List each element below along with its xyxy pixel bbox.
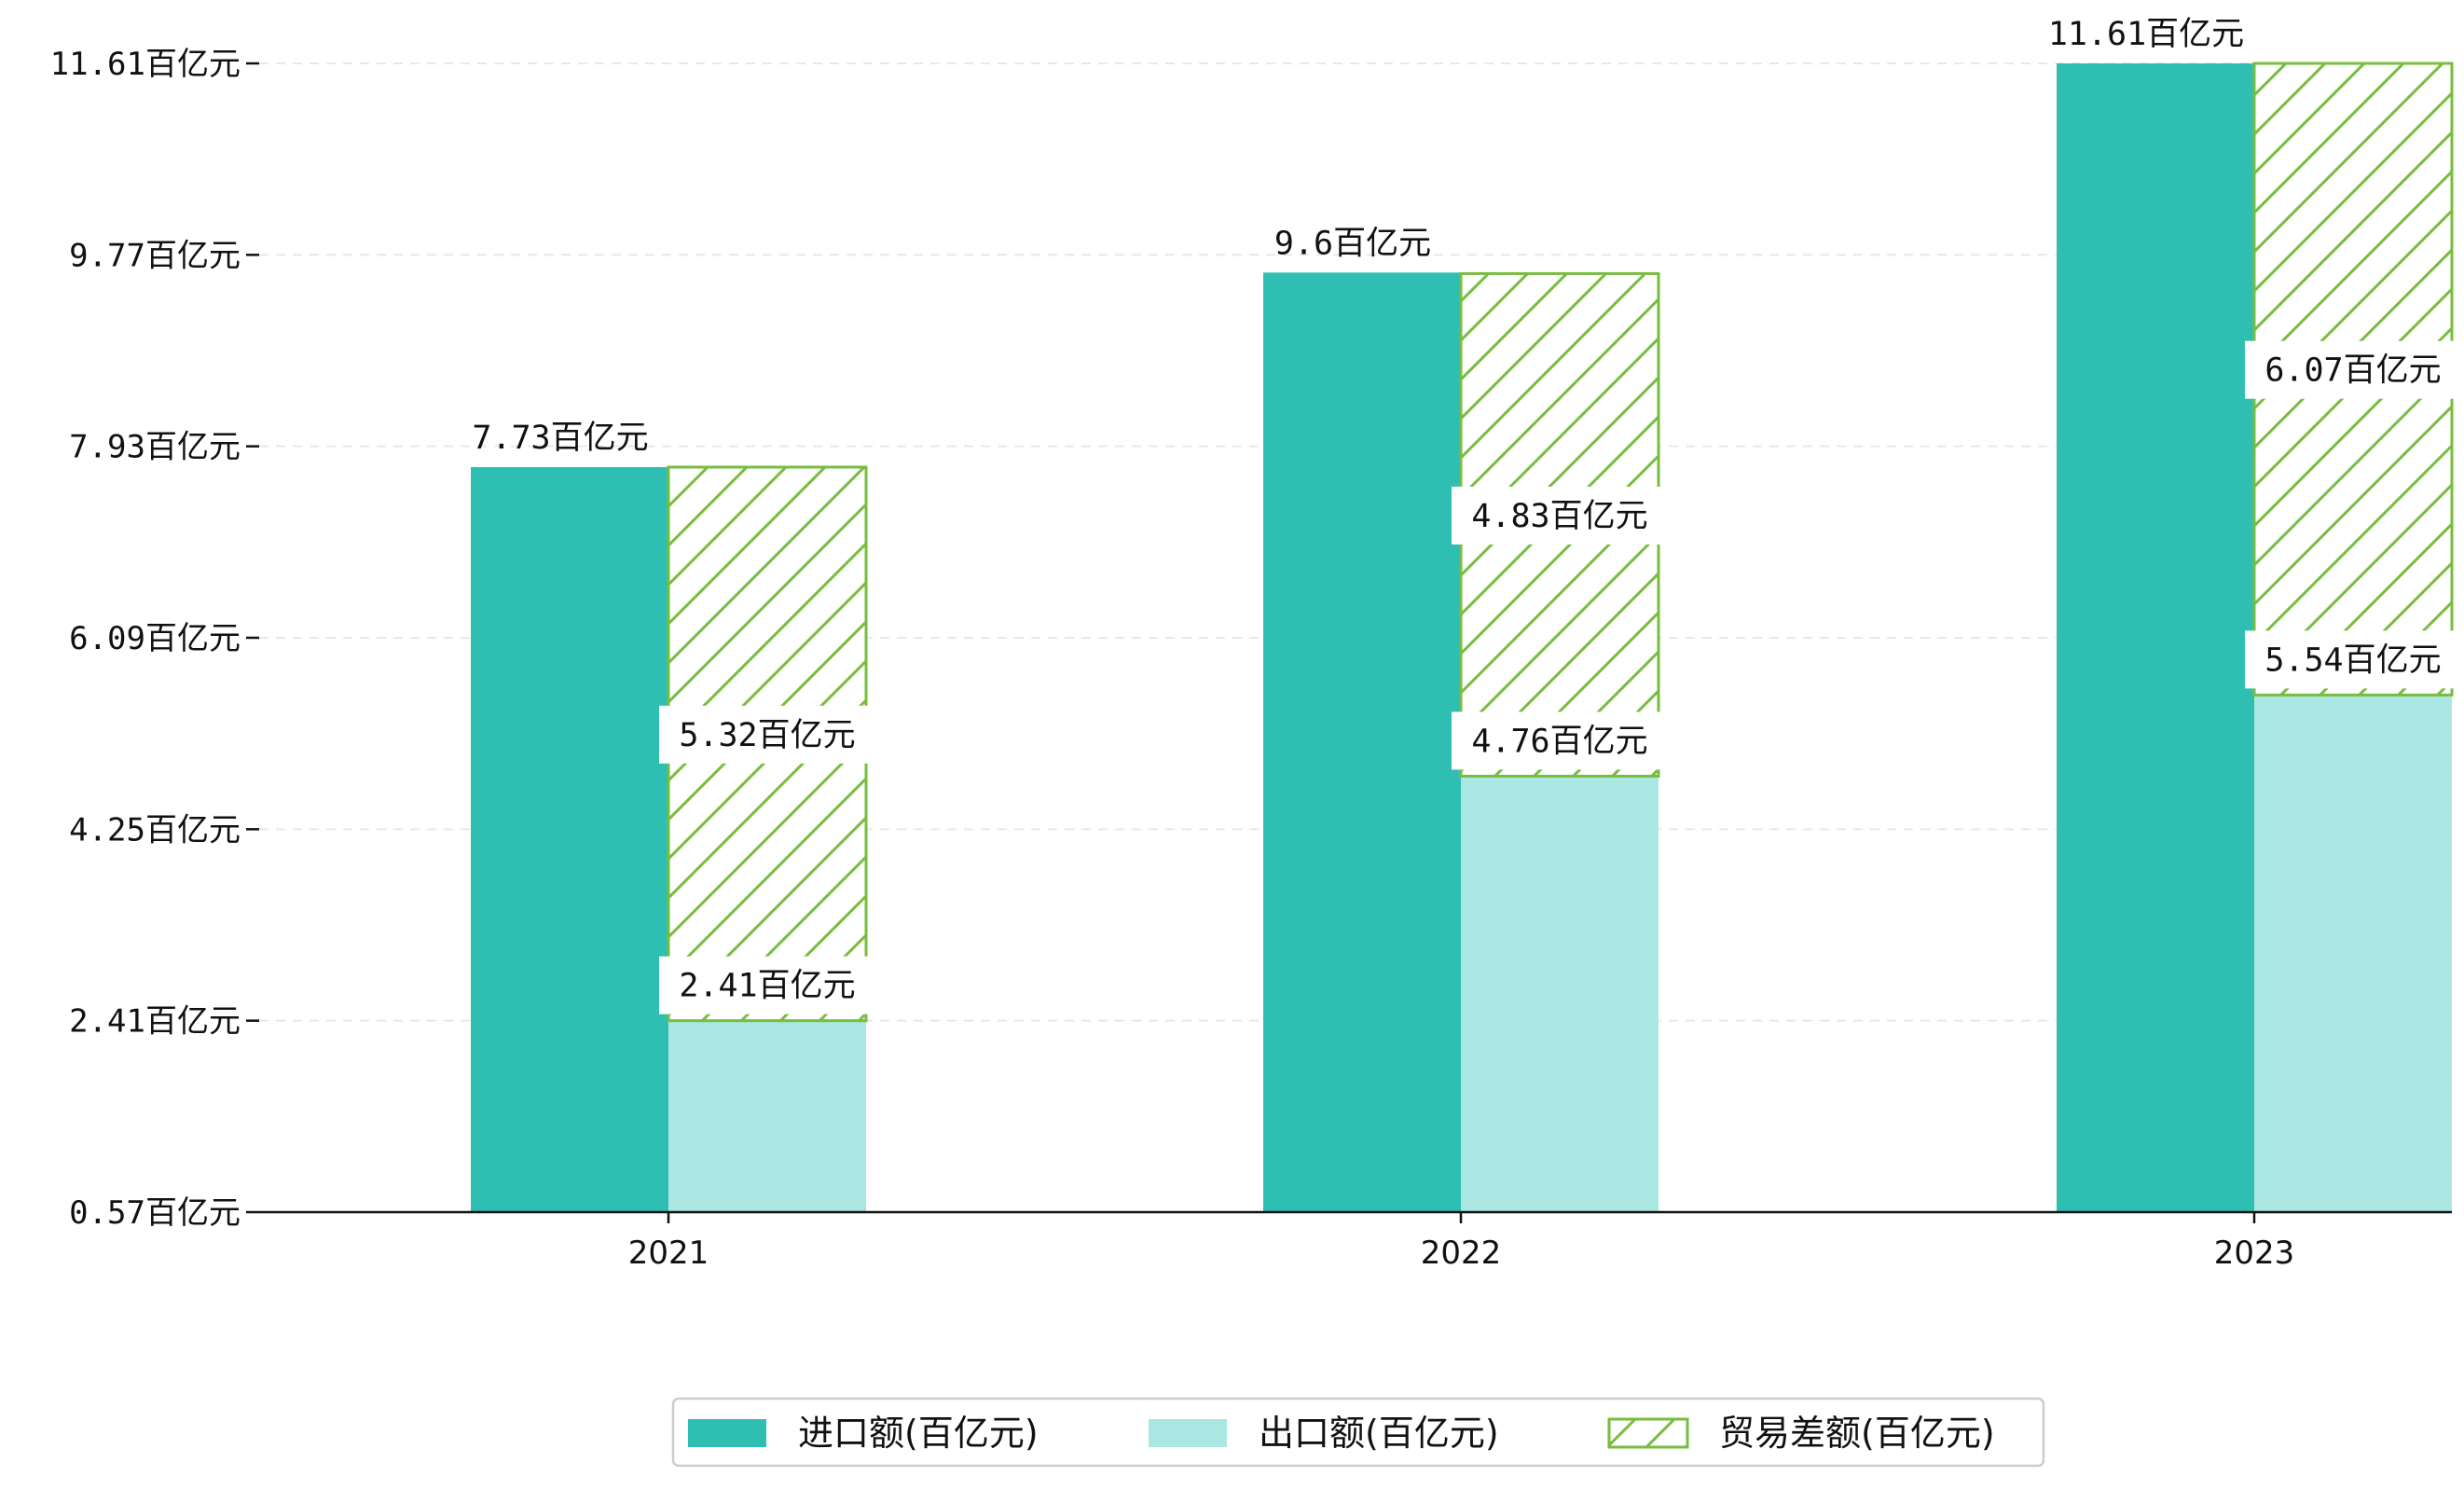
- x-tick-label: 2023: [2214, 1235, 2295, 1272]
- data-label-import-2023: 11.61百亿元: [2048, 16, 2244, 53]
- data-label-export-2021: 2.41百亿元: [679, 968, 855, 1005]
- y-tick-label: 4.25百亿元: [69, 811, 241, 848]
- y-tick-label: 7.93百亿元: [69, 429, 241, 466]
- bar-export-2023: [2254, 695, 2452, 1212]
- data-labels: 7.73百亿元 2.41百亿元 5.32百亿元 9.6百亿元 4.76百亿元 4.83百亿…: [472, 16, 2461, 1014]
- x-tick-label: 2021: [628, 1235, 709, 1272]
- x-tick-label: 2022: [1421, 1235, 1502, 1272]
- legend-swatch-1: [1149, 1419, 1227, 1447]
- bars: [471, 62, 2454, 1213]
- y-tick-label: 6.09百亿元: [69, 620, 241, 657]
- legend-swatch-2: [1607, 1417, 1689, 1449]
- data-label-trade-balance-2021: 5.32百亿元: [679, 717, 855, 754]
- bar-export-2022: [1461, 776, 1659, 1212]
- data-label-trade-balance-2022-bg: [1452, 486, 1668, 545]
- legend: 进口额(百亿元) 出口额(百亿元) 贸易差额(百亿元): [671, 1397, 2045, 1468]
- legend-label-0: 进口额(百亿元): [798, 1413, 1039, 1454]
- y-tick-label: 0.57百亿元: [69, 1194, 241, 1232]
- axes: 0.57百亿元 2.41百亿元 4.25百亿元 6.09百亿元 7.93百亿元 9.77百…: [50, 46, 2452, 1272]
- bar-import-2021: [471, 466, 668, 1213]
- data-label-export-2022-bg: [1452, 711, 1668, 770]
- y-tick-label: 11.61百亿元: [50, 46, 241, 83]
- data-label-export-2023-bg: [2245, 630, 2461, 689]
- data-label-export-2021-bg: [659, 956, 875, 1014]
- bar-import-2022: [1263, 272, 1461, 1213]
- data-label-export-2022: 4.76百亿元: [1471, 723, 1647, 760]
- data-label-export-2023: 5.54百亿元: [2264, 642, 2441, 679]
- y-tick-label: 2.41百亿元: [69, 1003, 241, 1041]
- legend-label-1: 出口额(百亿元): [1259, 1413, 1499, 1454]
- y-tick-label: 9.77百亿元: [69, 237, 241, 274]
- data-label-import-2022: 9.6百亿元: [1274, 225, 1431, 262]
- bar-import-2023: [2057, 63, 2254, 1212]
- data-label-trade-balance-2021-bg: [659, 705, 875, 764]
- legend-box: [671, 1397, 2045, 1468]
- data-label-trade-balance-2022: 4.83百亿元: [1471, 498, 1647, 535]
- bar-export-2021: [668, 1020, 866, 1212]
- data-label-import-2021: 7.73百亿元: [472, 420, 648, 457]
- legend-swatch-0: [688, 1419, 766, 1447]
- data-label-trade-balance-2023: 6.07百亿元: [2264, 352, 2441, 390]
- data-label-trade-balance-2023-bg: [2245, 340, 2461, 399]
- legend-label-2: 贸易差额(百亿元): [1719, 1413, 1995, 1454]
